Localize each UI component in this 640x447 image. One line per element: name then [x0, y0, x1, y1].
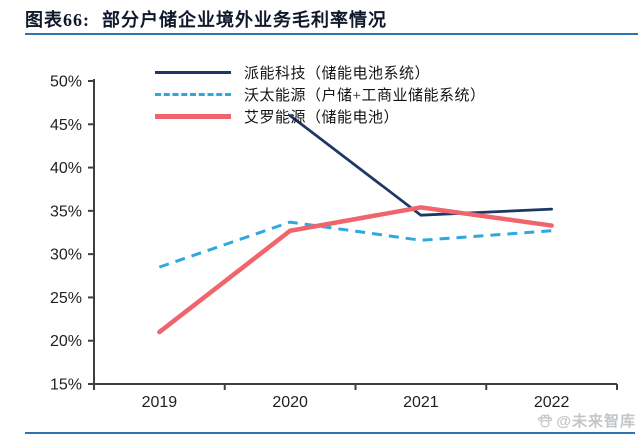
- legend-label: 沃太能源（户储+工商业储能系统）: [244, 87, 486, 104]
- series-line-ailuo: [157, 205, 554, 335]
- legend-label: 艾罗能源（储能电池）: [244, 109, 400, 126]
- watermark-text: @未来智库: [556, 413, 636, 430]
- y-tick-label: 50%: [50, 74, 82, 91]
- watermark: @未来智库: [537, 410, 636, 431]
- series-line-wotai: [158, 220, 552, 269]
- y-tick-label: 45%: [50, 117, 82, 134]
- legend-line-sample: [155, 113, 231, 119]
- bottom-rule: [25, 432, 635, 434]
- x-tick-label: 2019: [142, 394, 178, 411]
- legend-line-sample: [155, 92, 231, 96]
- legend-item-ailuo: 艾罗能源（储能电池）: [155, 105, 485, 127]
- y-tick-label: 30%: [50, 247, 82, 264]
- x-tick-label: 2020: [272, 394, 308, 411]
- figure-title-text: 部分户储企业境外业务毛利率情况: [102, 10, 387, 30]
- y-tick-label: 15%: [50, 377, 82, 394]
- chart-legend: 派能科技（储能电池系统） 沃太能源（户储+工商业储能系统） 艾罗能源（储能电池）: [155, 61, 485, 127]
- paw-icon: [538, 413, 553, 427]
- legend-item-paineng: 派能科技（储能电池系统）: [155, 61, 485, 83]
- title-underline: [25, 33, 638, 35]
- y-tick-label: 40%: [50, 160, 82, 177]
- legend-item-wotai: 沃太能源（户储+工商业储能系统）: [155, 83, 485, 105]
- legend-line-sample: [155, 70, 231, 74]
- y-tick-label: 25%: [50, 290, 82, 307]
- y-tick-label: 20%: [50, 333, 82, 350]
- legend-label: 派能科技（储能电池系统）: [244, 65, 431, 82]
- figure-label: 图表66:: [25, 10, 90, 30]
- y-tick-label: 35%: [50, 203, 82, 220]
- x-tick-label: 2022: [534, 394, 570, 411]
- x-tick-label: 2021: [403, 394, 439, 411]
- figure-title: 图表66: 部分户储企业境外业务毛利率情况: [25, 6, 387, 32]
- series-line-paineng: [288, 114, 553, 217]
